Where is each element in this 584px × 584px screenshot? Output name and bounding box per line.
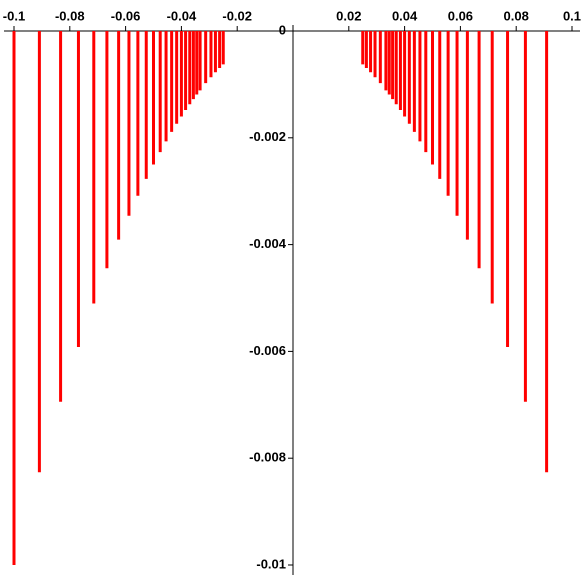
x-tick-label: -0.02 [222, 8, 252, 23]
x-tick-label: 0.02 [336, 8, 361, 23]
y-tick-label: -0.006 [249, 343, 286, 358]
x-tick-label: 0.08 [504, 8, 529, 23]
data-line [12, 31, 549, 565]
y-tick-label: -0.008 [249, 450, 286, 465]
x-tick-label: -0.04 [167, 8, 197, 23]
y-tick-label: -0.01 [256, 556, 286, 571]
x-tick-label: 0.04 [392, 8, 418, 23]
x-tick-label: 0.1 [563, 8, 581, 23]
x-tick-label: -0.1 [3, 8, 25, 23]
y-tick-label: -0.004 [249, 236, 287, 251]
y-tick-label: -0.002 [249, 129, 286, 144]
x-tick-label: -0.06 [111, 8, 141, 23]
x-tick-label: -0.08 [55, 8, 85, 23]
x-tick-label: 0.06 [448, 8, 473, 23]
y-tick-label: 0 [279, 22, 286, 37]
